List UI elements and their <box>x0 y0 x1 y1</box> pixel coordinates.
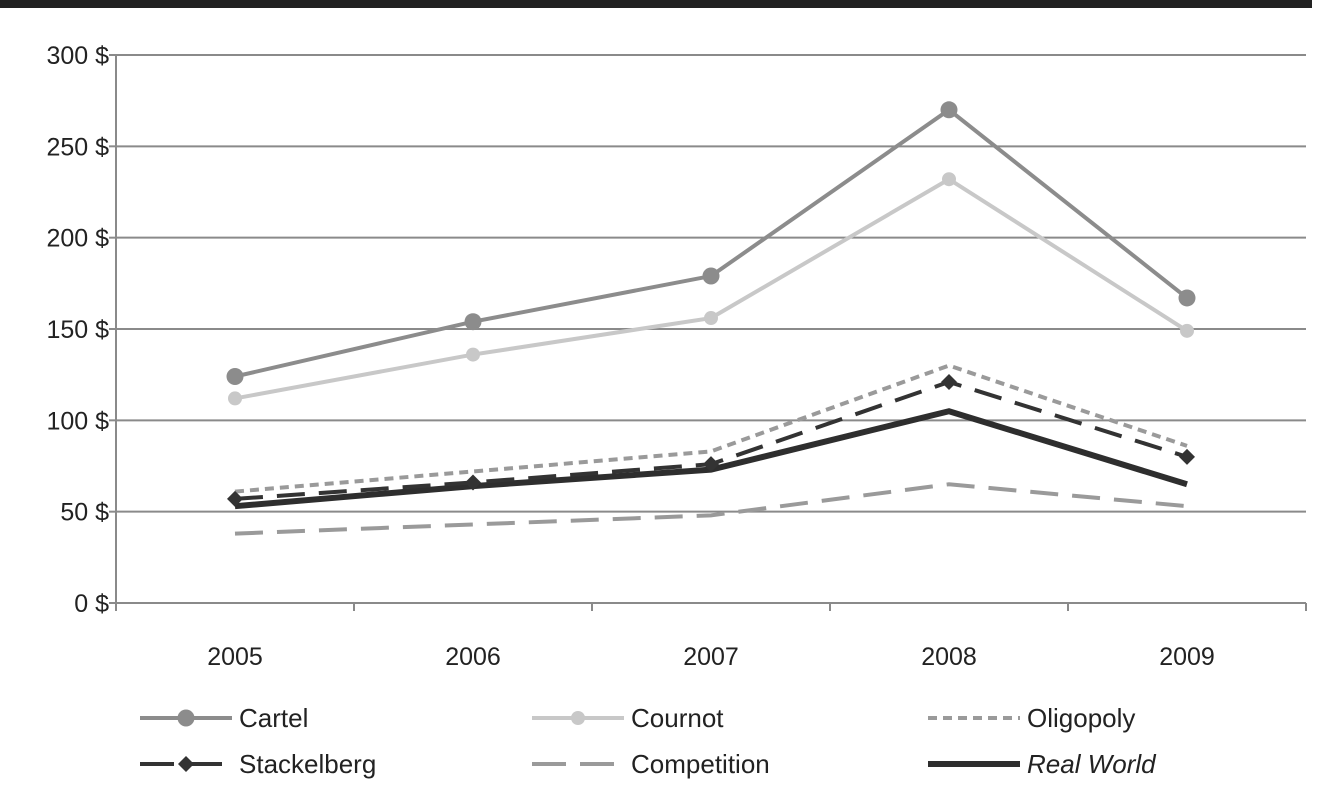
y-tick-label: 300 $ <box>46 42 109 70</box>
series-oligopoly <box>234 363 1188 494</box>
point-cournot-4 <box>1180 323 1194 338</box>
y-tick-label: 250 $ <box>46 133 109 161</box>
y-tick-label: 50 $ <box>60 499 109 527</box>
y-tick-label: 200 $ <box>46 225 109 253</box>
legend-label: Cartel <box>239 703 308 733</box>
point-cartel-0 <box>226 367 244 385</box>
line-cournot <box>234 176 1189 401</box>
x-tick-label: 2005 <box>207 643 263 671</box>
point-stackelberg-3 <box>941 373 957 390</box>
legend-label: Real World <box>1027 749 1157 779</box>
point-stackelberg-4 <box>1179 448 1195 465</box>
point-cartel-legend <box>177 709 195 727</box>
line-competition <box>234 482 1188 536</box>
point-cartel-1 <box>464 313 482 331</box>
y-tick-label: 100 $ <box>46 407 109 435</box>
series-cartel <box>226 101 1196 385</box>
x-tick-label: 2009 <box>1159 643 1215 671</box>
point-stackelberg-legend <box>178 756 194 772</box>
series-cournot <box>228 172 1194 406</box>
point-stackelberg-1 <box>465 474 481 491</box>
axes: 0 $ 50 $ 100 $ 150 $ 200 $ 250 $ 300 $ 2005 2006… <box>46 42 1307 671</box>
legend-item-cartel: Cartel <box>140 703 308 733</box>
legend-item-oligopoly: Oligopoly <box>928 703 1135 733</box>
series-competition <box>234 482 1188 536</box>
x-tick-label: 2006 <box>445 643 501 671</box>
y-tick-label: 150 $ <box>46 316 109 344</box>
legend-item-real-world: Real World <box>928 749 1157 779</box>
point-cournot-0 <box>228 391 242 406</box>
x-tick-label: 2007 <box>683 643 739 671</box>
y-tick-label: 0 $ <box>74 590 109 618</box>
legend-label: Cournot <box>631 703 724 733</box>
line-cartel <box>234 107 1189 379</box>
point-cartel-3 <box>940 101 958 119</box>
point-cournot-legend <box>571 711 585 725</box>
point-stackelberg-0 <box>227 490 243 507</box>
point-stackelberg-2 <box>703 456 719 473</box>
legend-item-stackelberg: Stackelberg <box>140 749 376 779</box>
point-cournot-2 <box>704 311 718 326</box>
point-cournot-3 <box>942 172 956 187</box>
point-cartel-4 <box>1178 289 1196 307</box>
grid <box>116 54 1306 513</box>
x-tick-label: 2008 <box>921 643 977 671</box>
line-oligopoly <box>234 363 1188 494</box>
point-cartel-2 <box>702 267 720 285</box>
top-rule <box>0 0 1312 8</box>
legend-label: Oligopoly <box>1027 703 1135 733</box>
series-layer <box>226 101 1196 536</box>
legend-item-competition: Competition <box>532 749 770 779</box>
series-stackelberg <box>227 373 1195 507</box>
point-cournot-1 <box>466 347 480 362</box>
legend-item-cournot: Cournot <box>532 703 724 733</box>
legend: Cartel Cournot Oligopoly Stackelberg Competi… <box>140 703 1157 779</box>
legend-label: Competition <box>631 749 770 779</box>
legend-label: Stackelberg <box>239 749 376 779</box>
